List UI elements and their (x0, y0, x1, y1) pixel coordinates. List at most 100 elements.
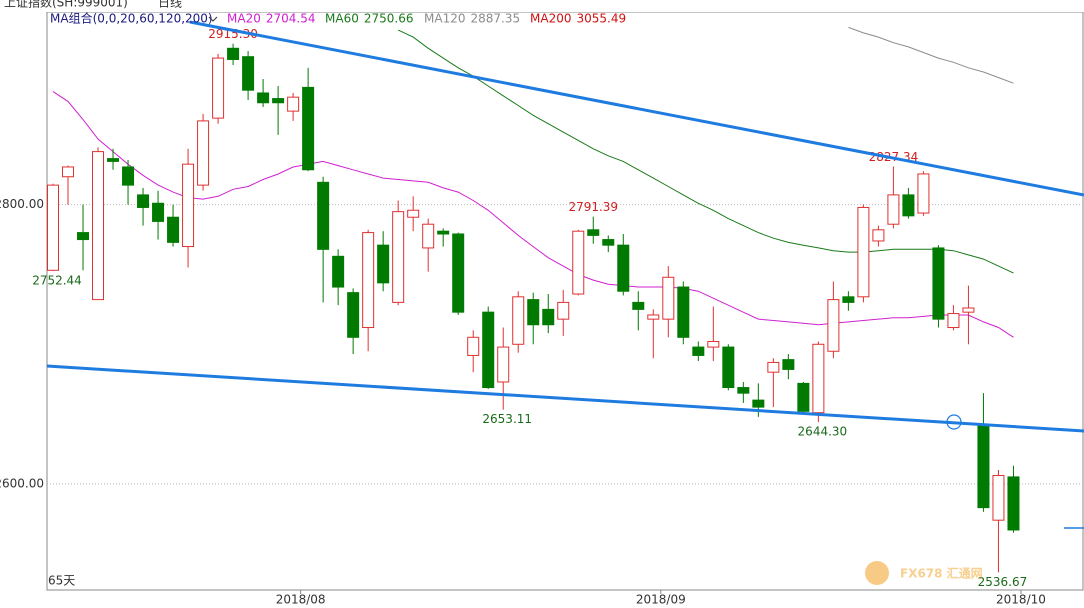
chart-title: 上证指数(SH:999001) (4, 0, 128, 10)
candle-body (827, 299, 840, 352)
low-label: 2536.67 (978, 575, 1028, 589)
legend-value: 2887.35 (470, 12, 520, 26)
candle-body (347, 292, 360, 338)
low-label: 2644.30 (798, 425, 848, 439)
candle-body (1007, 476, 1020, 531)
candle-body (887, 194, 900, 225)
candle-body (992, 475, 1005, 521)
legend-name: MA60 (325, 12, 359, 26)
candle-body (362, 232, 375, 329)
candle-body (137, 194, 150, 208)
y-tick-label: 2600.00 (0, 476, 44, 490)
candle-body (527, 299, 540, 326)
candle-body (152, 202, 165, 222)
candle-body (977, 424, 990, 509)
ma-line (397, 29, 1014, 274)
candle-body (92, 151, 105, 301)
candle-body (767, 361, 780, 373)
candle-body (257, 92, 270, 104)
candle-body (212, 57, 225, 119)
candle-body (617, 244, 630, 292)
candle-body (932, 247, 945, 320)
candle-body (782, 359, 795, 370)
ma-group[interactable]: MA组合(0,0,20,60,120,200) (50, 11, 213, 26)
candle-body (572, 230, 585, 295)
header-bar (0, 0, 1084, 12)
count-label: 65天 (48, 574, 75, 588)
legend-value: 3055.49 (576, 12, 626, 26)
candle-body (707, 340, 720, 348)
candle-body (407, 209, 420, 218)
candle-body (857, 206, 870, 298)
candle-body (677, 286, 690, 338)
candle-body (917, 173, 930, 214)
candle-body (452, 233, 465, 313)
dropdown-icon[interactable] (208, 16, 218, 22)
legend-name: MA120 (424, 12, 465, 26)
candle-body (272, 98, 285, 104)
candle-body (737, 387, 750, 394)
candle-body (302, 86, 315, 171)
low-label: 2752.44 (32, 274, 82, 288)
plot-area: 2752.442915.302653.112791.392644.302827.… (32, 26, 1084, 594)
trend-line (46, 364, 1084, 433)
candle-body (197, 120, 210, 186)
candle-body (962, 307, 975, 313)
candle-body (287, 96, 300, 112)
ma-line (848, 26, 1014, 84)
candle-body (902, 194, 915, 217)
candle-body (242, 56, 255, 91)
ma-line (52, 91, 1014, 338)
legend-name: MA20 (227, 12, 261, 26)
legend-name: MA200 (530, 12, 571, 26)
x-tick-label: 2018/08 (276, 593, 326, 607)
x-tick-label: 2018/09 (636, 593, 686, 607)
candle-body (467, 336, 480, 356)
candle-body (947, 313, 960, 329)
candle-body (662, 276, 675, 320)
candle-body (482, 311, 495, 389)
candle-body (797, 382, 810, 412)
candle-body (47, 184, 60, 271)
candle-body (512, 296, 525, 345)
high-label: 2791.39 (568, 200, 618, 214)
candle-body (587, 229, 600, 236)
watermark-logo (865, 561, 889, 585)
candle-body (332, 255, 345, 288)
x-tick-label: 2018/10 (996, 593, 1046, 607)
legend-value: 2750.66 (364, 12, 414, 26)
candle-body (392, 211, 405, 303)
candle-body (377, 244, 390, 284)
high-label: 2915.30 (208, 27, 258, 41)
candle-body (62, 166, 75, 178)
period[interactable]: 日线 (158, 0, 182, 10)
candle-body (167, 216, 180, 243)
candle-body (557, 301, 570, 320)
plot-frame (46, 11, 1084, 591)
candle-body (107, 158, 120, 162)
candle-body (227, 47, 240, 60)
candle-body (497, 346, 510, 383)
candle-body (842, 296, 855, 303)
candle-body (647, 314, 660, 320)
watermark: FX678 汇通网 (900, 566, 983, 581)
y-tick-label: 2800.00 (0, 197, 44, 211)
candle-body (77, 232, 90, 241)
candle-body (692, 346, 705, 356)
candle-body (437, 230, 450, 235)
candle-body (812, 343, 825, 414)
candle-body (722, 346, 735, 389)
candle-body (632, 301, 645, 310)
candle-body (182, 163, 195, 248)
marker-circle (946, 414, 962, 430)
candle-body (317, 181, 330, 250)
candle-body (122, 166, 135, 186)
candle-body (752, 399, 765, 408)
low-label: 2653.11 (482, 412, 532, 426)
candle-body (872, 229, 885, 242)
legend-value: 2704.54 (266, 12, 316, 26)
candle-body (542, 308, 555, 326)
candle-body (602, 239, 615, 246)
